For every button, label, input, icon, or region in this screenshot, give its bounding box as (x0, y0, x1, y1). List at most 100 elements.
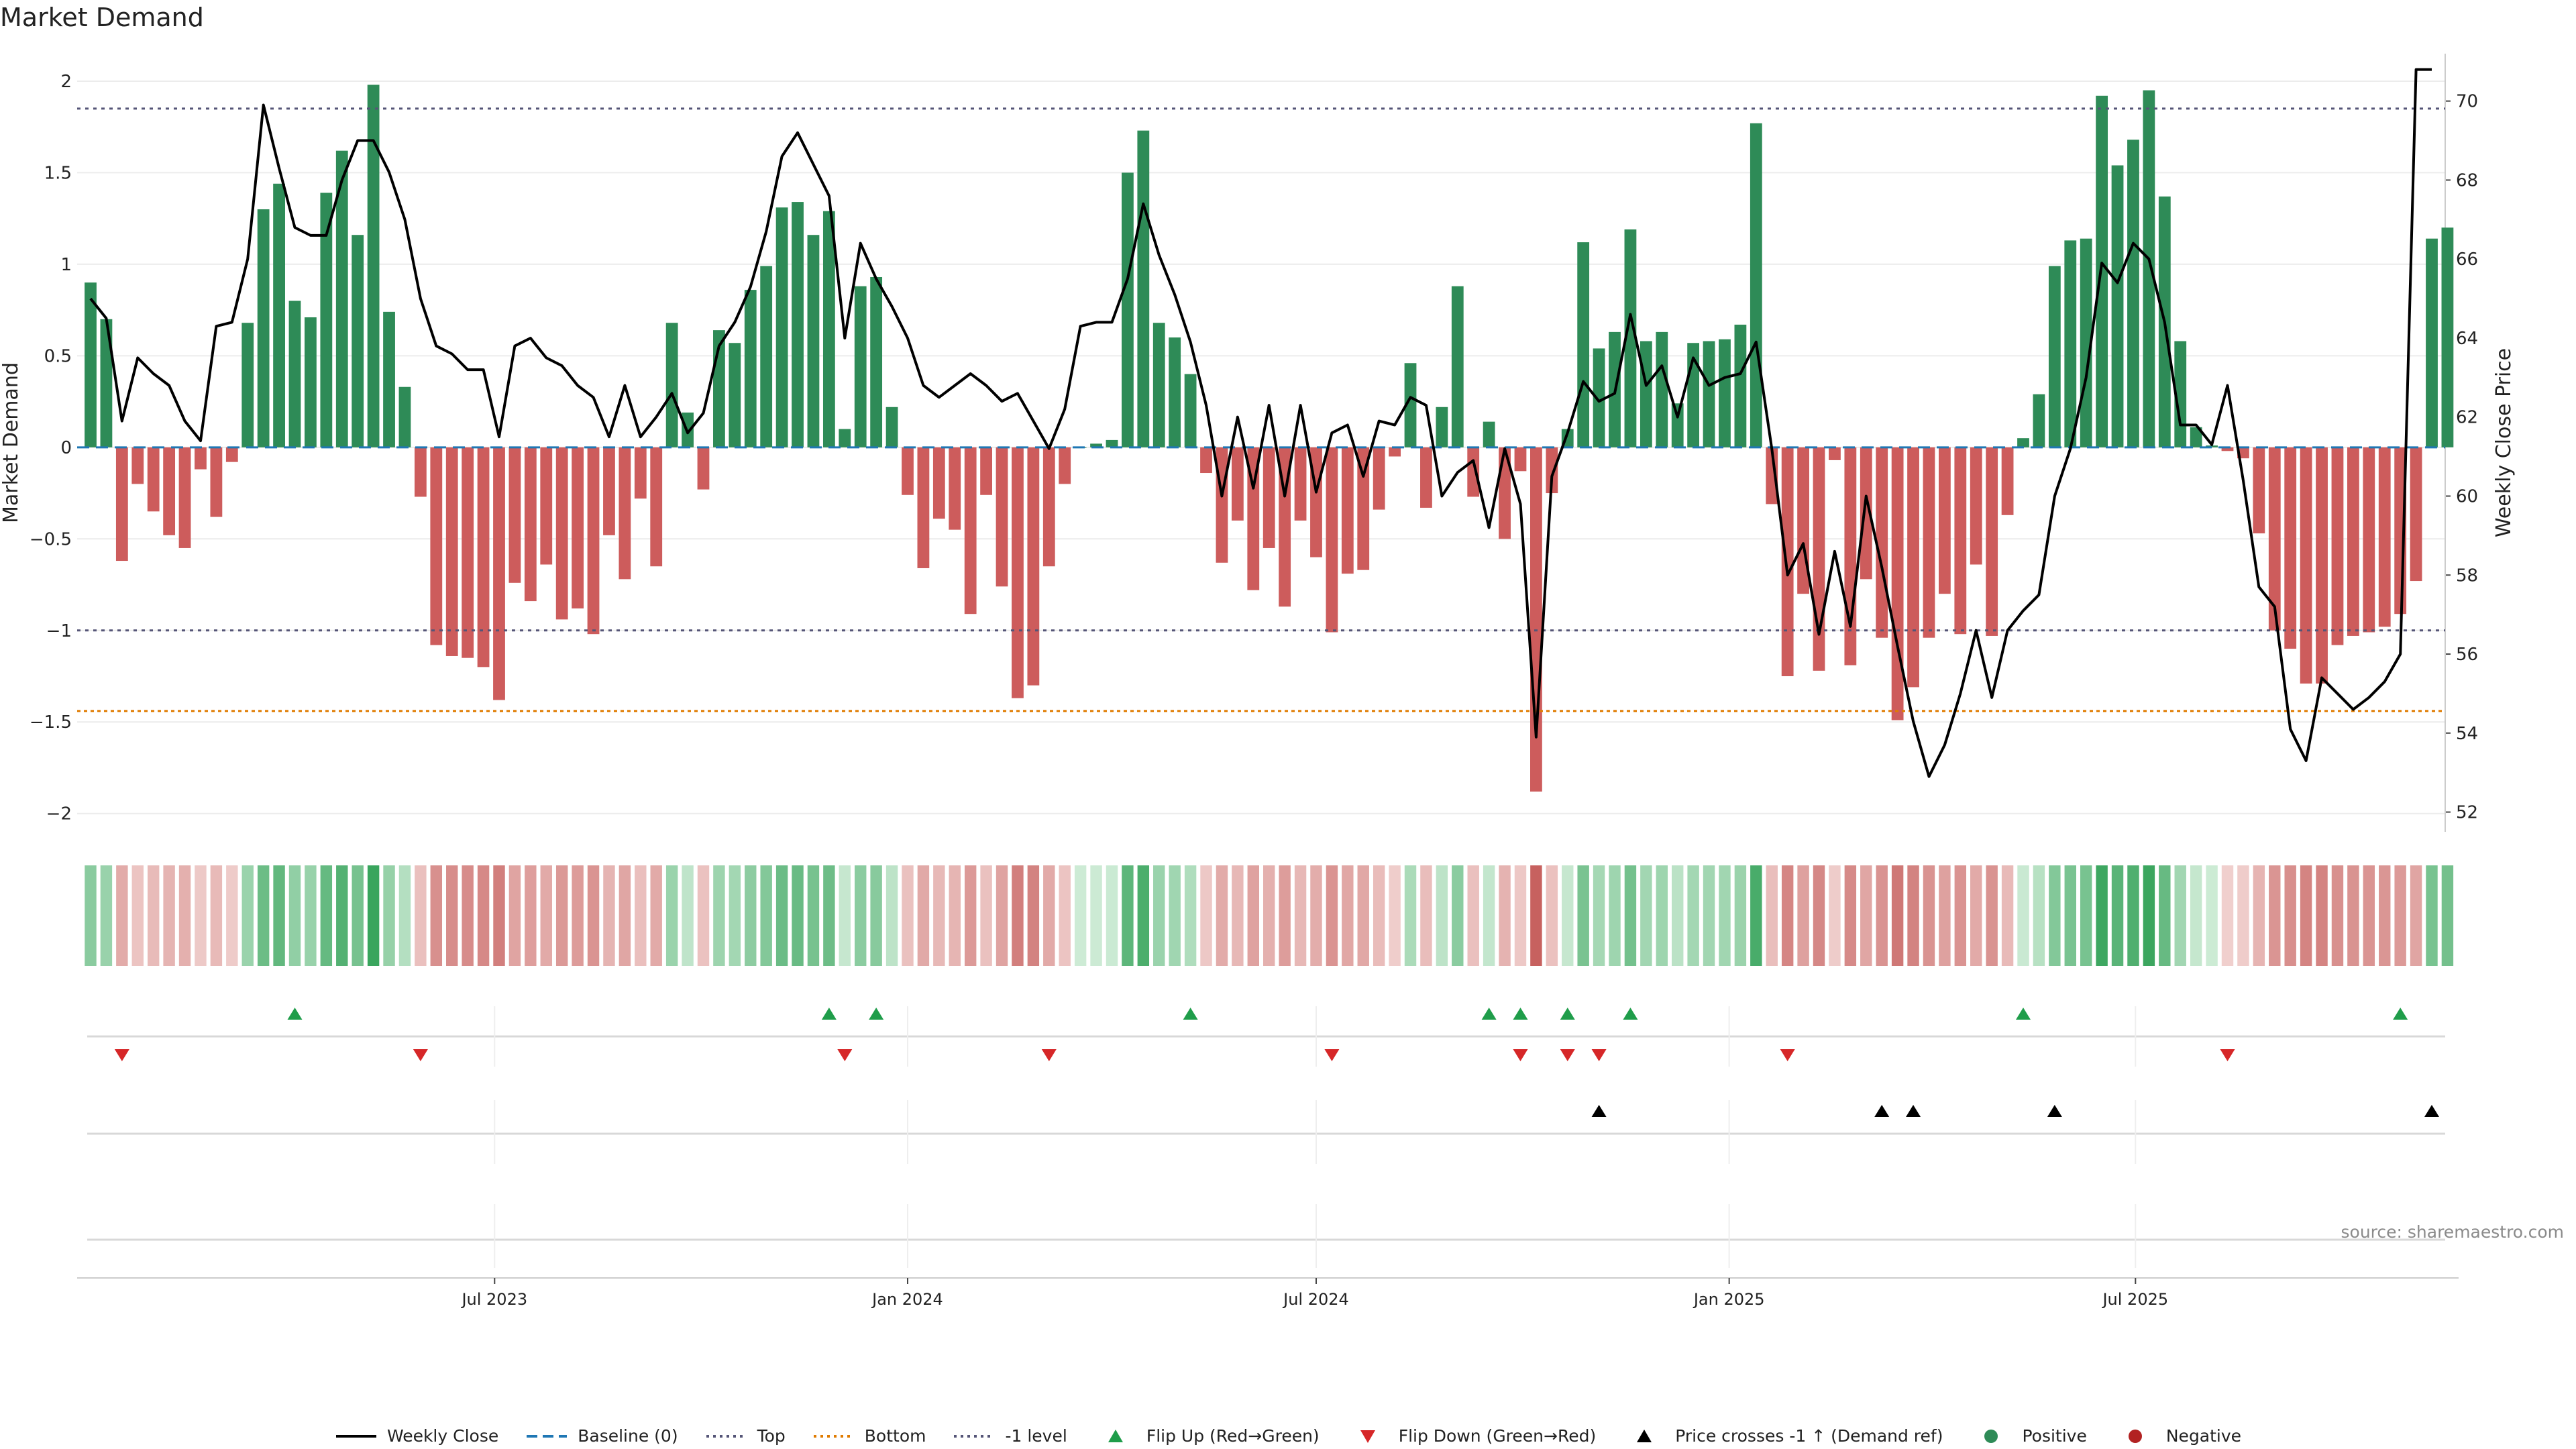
demand-bar (1389, 447, 1401, 457)
flip-down-marker (1041, 1049, 1057, 1061)
demand-bar (792, 202, 804, 447)
heat-cell (665, 865, 678, 966)
demand-bar (775, 207, 788, 447)
heat-cell (1734, 865, 1747, 966)
legend-label: Positive (2022, 1426, 2087, 1446)
demand-bar (508, 447, 521, 583)
y-tick-label: −0.5 (30, 529, 72, 549)
legend-item: Flip Up (Red→Green) (1094, 1426, 1320, 1446)
demand-bar (2017, 438, 2029, 447)
demand-bar (2441, 227, 2454, 447)
heat-cell (2253, 865, 2265, 966)
demand-bar (210, 447, 223, 517)
demand-bar (1231, 447, 1244, 521)
demand-bar (1766, 447, 1778, 504)
demand-bar (1876, 447, 1888, 638)
flip-up-marker (2016, 1008, 2031, 1020)
heat-cell (933, 865, 945, 966)
legend-label: Top (757, 1426, 786, 1446)
demand-bar (1404, 363, 1417, 447)
heat-cell (650, 865, 662, 966)
flip-down-marker (114, 1049, 129, 1061)
heat-cell (839, 865, 851, 966)
heat-cell (555, 865, 568, 966)
demand-bar (305, 317, 317, 447)
y-tick-label: 1.5 (44, 163, 72, 183)
demand-bar (932, 447, 945, 519)
heat-cell (1546, 865, 1558, 966)
heat-cell (2049, 865, 2061, 966)
heat-cell (1452, 865, 1464, 966)
demand-bar (634, 447, 647, 499)
demand-bar (2048, 266, 2061, 447)
heat-cell (1169, 865, 1181, 966)
legend-label: Weekly Close (386, 1426, 499, 1446)
heat-cell (1499, 865, 1511, 966)
heat-cell (2300, 865, 2312, 966)
heat-cell (792, 865, 804, 966)
heat-cell (572, 865, 584, 966)
demand-bar (335, 150, 348, 447)
heat-cell (1294, 865, 1307, 966)
demand-bar (1844, 447, 1857, 665)
heat-cell (1263, 865, 1275, 966)
demand-bar (2253, 447, 2265, 534)
heat-cell (1326, 865, 1338, 966)
source-note: source: sharemaestro.com (2341, 1222, 2565, 1242)
heat-cell (2174, 865, 2186, 966)
heat-cell (1687, 865, 1699, 966)
flip-up-marker (1513, 1008, 1528, 1020)
heat-cell (1310, 865, 1322, 966)
heat-cell (430, 865, 443, 966)
y2-tick-label: 52 (2456, 803, 2478, 823)
demand-bar (195, 447, 207, 470)
flip-down-marker (413, 1049, 428, 1061)
demand-bar (1577, 242, 1590, 447)
heat-cell (1137, 865, 1150, 966)
heat-cell (775, 865, 788, 966)
flip-up-marker (1560, 1008, 1575, 1020)
heat-cell (885, 865, 898, 966)
legend-swatch-icon (954, 1434, 995, 1438)
heat-cell (619, 865, 631, 966)
demand-bar (2221, 447, 2234, 451)
heat-cell (2080, 865, 2092, 966)
demand-bar (85, 282, 97, 447)
heat-cell (603, 865, 615, 966)
heat-cell (1389, 865, 1401, 966)
heat-cell (147, 865, 160, 966)
demand-bar (665, 323, 678, 447)
heat-cell (1593, 865, 1605, 966)
heat-cell (352, 865, 364, 966)
demand-bar (1546, 447, 1558, 494)
heat-cell (2206, 865, 2218, 966)
demand-bar (650, 447, 663, 567)
demand-bar (1593, 348, 1605, 447)
legend-item: Top (705, 1426, 786, 1446)
legend-swatch-icon (813, 1434, 854, 1438)
heat-cell (1043, 865, 1055, 966)
heat-cell (131, 865, 144, 966)
y-axis-title: Market Demand (0, 362, 23, 523)
heat-cell (1530, 865, 1542, 966)
heat-cell (902, 865, 914, 966)
heat-cell (1467, 865, 1479, 966)
heat-cell (1106, 865, 1118, 966)
demand-bar (2410, 447, 2422, 582)
demand-bar (1106, 439, 1118, 447)
demand-bar (100, 319, 113, 447)
heat-cell (398, 865, 411, 966)
heat-cell (980, 865, 992, 966)
heat-cell (2331, 865, 2344, 966)
heat-cell (257, 865, 270, 966)
demand-bar (2331, 447, 2344, 645)
demand-bar (1970, 447, 1982, 565)
y2-tick-label: 60 (2456, 486, 2478, 506)
demand-bar (996, 447, 1008, 587)
demand-bar (1671, 403, 1684, 447)
price-line (89, 68, 2432, 778)
chart-legend: Weekly Close Baseline (0) Top Bottom -1 leve… (0, 1426, 2576, 1446)
heat-cell (2441, 865, 2454, 966)
flip-down-marker (1324, 1049, 1340, 1061)
demand-bar (1703, 341, 1715, 447)
